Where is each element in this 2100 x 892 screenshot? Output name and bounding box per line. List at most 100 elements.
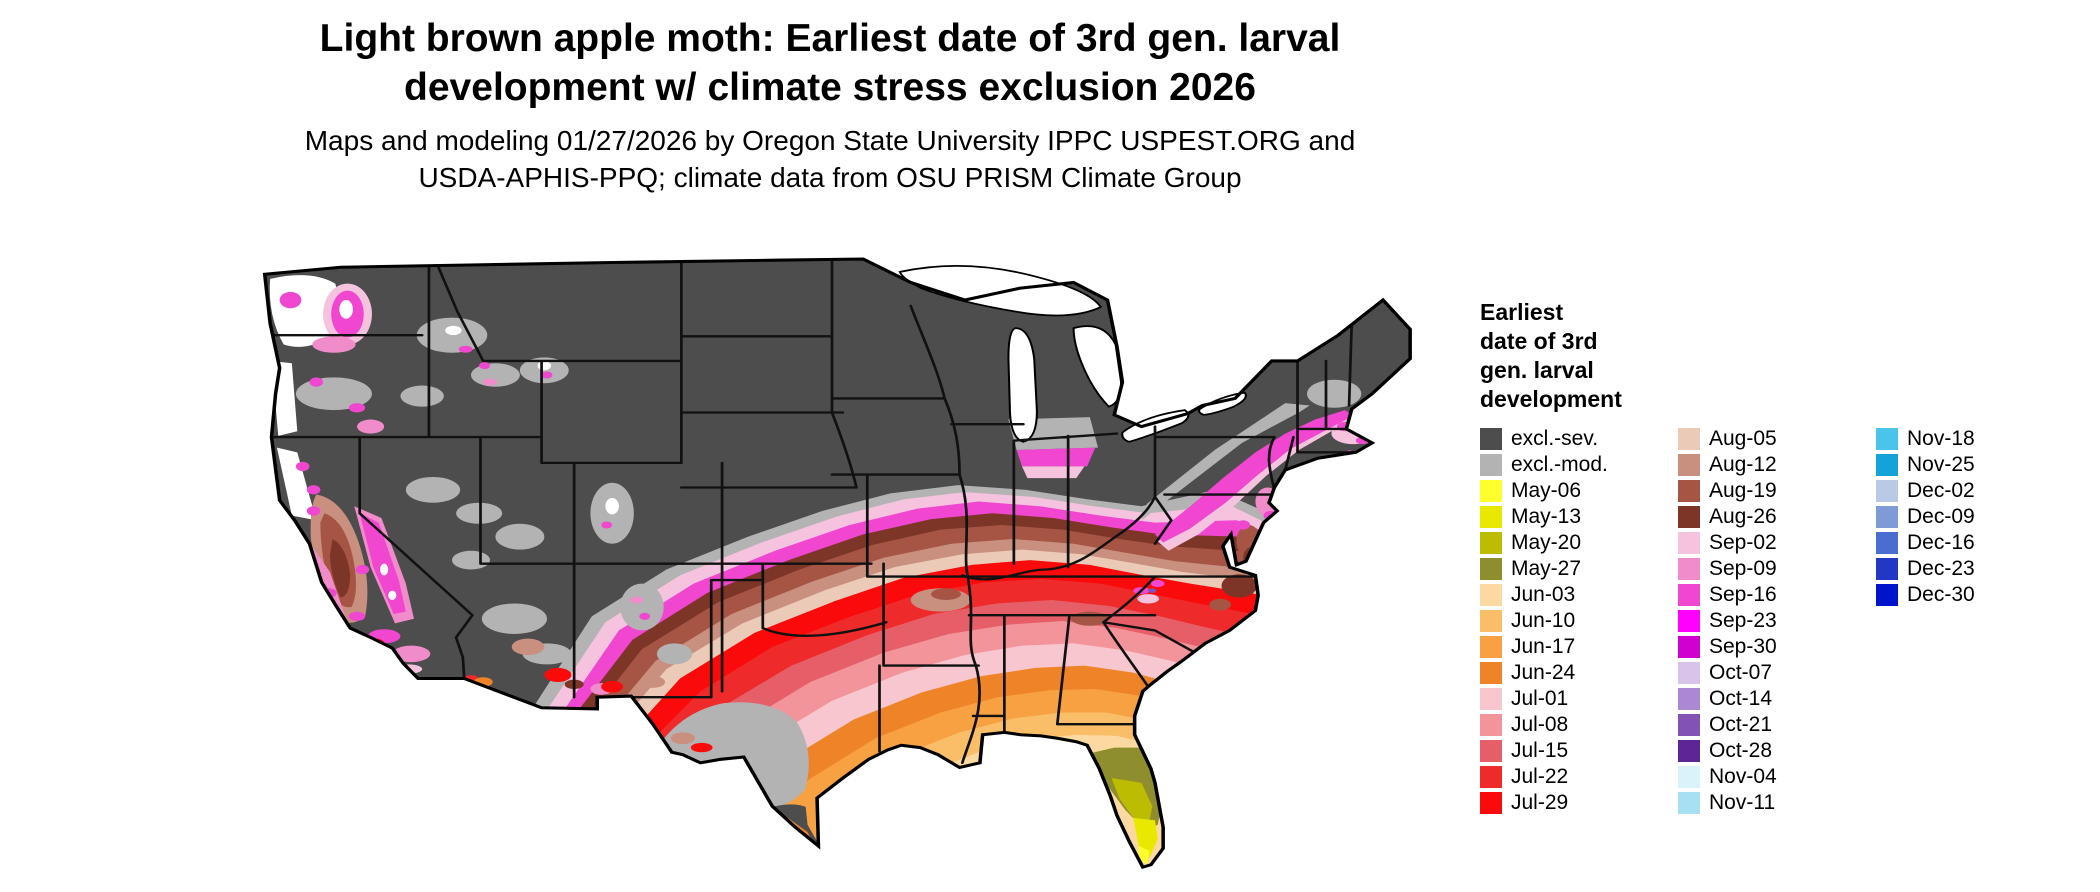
legend-label: Nov-11 <box>1709 791 1776 814</box>
state-borders <box>266 259 1358 765</box>
us-map-svg <box>262 257 1412 869</box>
legend-label: excl.-sev. <box>1511 427 1599 450</box>
or-pink <box>357 419 385 434</box>
wa-south-pink <box>312 336 356 353</box>
mi-magenta-strip <box>1016 447 1096 467</box>
legend-label: Aug-05 <box>1709 427 1777 450</box>
legend-title-line-3: gen. larval <box>1480 357 1594 383</box>
legend-label: Oct-21 <box>1709 713 1773 736</box>
legend-label: Aug-12 <box>1709 453 1777 476</box>
legend-label: Sep-09 <box>1709 557 1777 580</box>
legend-item: Jul-08 <box>1480 712 1608 738</box>
legend-swatch <box>1678 714 1700 736</box>
map-subtitle: Maps and modeling 01/27/2026 by Oregon S… <box>0 122 1660 196</box>
legend-title-line-1: Earliest <box>1480 299 1564 325</box>
legend-label: Jul-22 <box>1511 765 1569 788</box>
legend-item: Sep-30 <box>1678 634 1777 660</box>
valley-ring-1 <box>306 506 321 516</box>
legend-rows: excl.-sev. excl.-mod. May-06 May-13 May-20 Ma… <box>1480 426 2090 826</box>
legend-swatch <box>1678 480 1700 502</box>
west-magenta-1 <box>458 345 473 353</box>
legend-swatch <box>1480 610 1502 632</box>
legend-item: Oct-21 <box>1678 712 1777 738</box>
legend-item: Nov-11 <box>1678 790 1777 816</box>
legend-item: May-06 <box>1480 478 1608 504</box>
delmarva-magenta <box>1236 520 1250 530</box>
legend-item: Jun-17 <box>1480 634 1608 660</box>
or-magenta-2 <box>348 403 366 413</box>
legend-label: Dec-09 <box>1907 505 1975 528</box>
us-outline <box>262 257 1412 869</box>
socal-pink <box>392 645 431 663</box>
smokies-magenta-2 <box>1150 580 1165 588</box>
legend-item: Oct-14 <box>1678 686 1777 712</box>
legend-label: May-13 <box>1511 505 1582 528</box>
legend-item: Jun-24 <box>1480 660 1608 686</box>
west-pink-2 <box>629 596 644 604</box>
sierra-magenta <box>359 513 406 615</box>
legend-label: Jun-17 <box>1511 635 1576 658</box>
legend-label: Dec-30 <box>1907 583 1975 606</box>
legend-label: Oct-07 <box>1709 661 1773 684</box>
valley-ring-4 <box>320 615 334 623</box>
west-pink-1 <box>483 378 497 386</box>
legend-label: excl.-mod. <box>1511 453 1608 476</box>
nca-coast-white <box>276 447 317 521</box>
sierra-white-1 <box>380 563 389 576</box>
west-white-2 <box>537 360 552 371</box>
lake-superior <box>898 264 1103 317</box>
appalachian-magenta <box>1155 410 1354 543</box>
legend-title-line-4: development <box>1480 386 1622 412</box>
legend-item: Dec-16 <box>1876 530 1975 556</box>
legend-item: Sep-02 <box>1678 530 1777 556</box>
smokies-purple <box>1148 588 1157 593</box>
west-white-3 <box>605 498 619 515</box>
legend-item: Dec-30 <box>1876 582 1975 608</box>
ne-gray <box>1307 379 1362 408</box>
legend-swatch <box>1678 532 1700 554</box>
legend-swatch <box>1480 662 1502 684</box>
west-magenta-3 <box>541 371 553 379</box>
legend-item: Jun-10 <box>1480 608 1608 634</box>
legend-swatch <box>1876 558 1898 580</box>
legend-title-line-2: date of 3rd <box>1480 328 1598 354</box>
va-coast-maroon <box>1221 574 1257 598</box>
sierra-white-2 <box>388 590 397 600</box>
az-red-1 <box>544 667 572 682</box>
legend-title: Earliest date of 3rd gen. larval develop… <box>1480 298 2090 414</box>
legend-swatch <box>1876 428 1898 450</box>
west-gray-12 <box>481 603 547 634</box>
west-gray-11 <box>656 643 693 665</box>
legend-label: Dec-02 <box>1907 479 1975 502</box>
legend-label: May-06 <box>1511 479 1582 502</box>
legend-item: Aug-12 <box>1678 452 1777 478</box>
legend-swatch <box>1876 532 1898 554</box>
legend-swatch <box>1678 454 1700 476</box>
legend-swatch <box>1480 454 1502 476</box>
west-magenta-2 <box>479 362 490 370</box>
legend-item: Jul-22 <box>1480 764 1608 790</box>
olympic-magenta <box>279 291 302 309</box>
legend-label: Sep-16 <box>1709 583 1777 606</box>
pa-gray-streak <box>1141 403 1310 521</box>
legend-item: May-27 <box>1480 556 1608 582</box>
legend-swatch <box>1480 714 1502 736</box>
az-rosy <box>511 638 545 656</box>
legend-item: Oct-07 <box>1678 660 1777 686</box>
florida-may06 <box>1138 846 1150 865</box>
legend-label: Oct-14 <box>1709 687 1773 710</box>
legend-swatch <box>1480 636 1502 658</box>
legend-swatch <box>1678 662 1700 684</box>
legend-item: excl.-mod. <box>1480 452 1608 478</box>
legend-label: Jul-29 <box>1511 791 1569 814</box>
legend-label: May-27 <box>1511 557 1582 580</box>
west-gray-3 <box>400 385 444 407</box>
lake-michigan <box>1007 327 1038 443</box>
west-gray-10 <box>620 583 664 631</box>
west-gray-2 <box>471 363 520 387</box>
legend-swatch <box>1480 584 1502 606</box>
legend-swatch <box>1678 610 1700 632</box>
legend-label: Jul-15 <box>1511 739 1569 762</box>
legend-label: Jun-24 <box>1511 661 1576 684</box>
legend-label: Sep-02 <box>1709 531 1777 554</box>
